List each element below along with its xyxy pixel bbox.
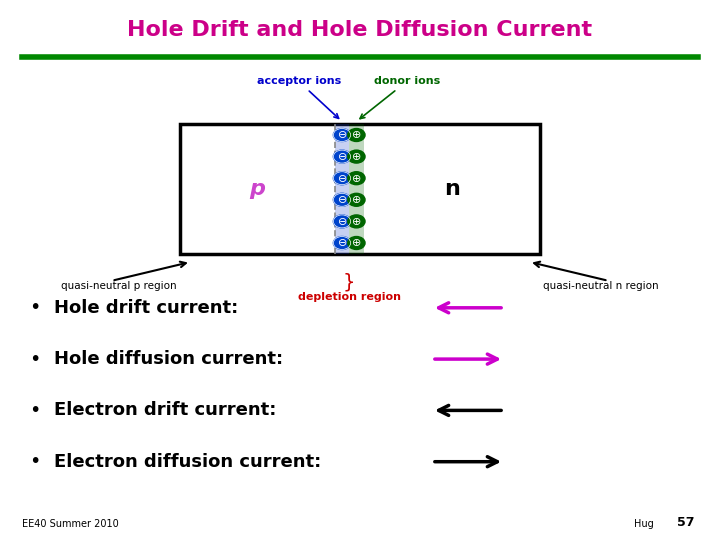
Text: Hole diffusion current:: Hole diffusion current:	[54, 350, 283, 368]
Circle shape	[333, 193, 351, 206]
Text: $\ominus$: $\ominus$	[337, 216, 347, 227]
Circle shape	[333, 215, 351, 228]
Text: acceptor ions: acceptor ions	[256, 76, 341, 118]
Circle shape	[348, 193, 365, 206]
Bar	[180, 124, 540, 254]
Text: •: •	[29, 452, 40, 471]
Circle shape	[348, 150, 365, 163]
Text: donor ions: donor ions	[360, 76, 440, 119]
Text: n: n	[444, 179, 460, 199]
Text: $\oplus$: $\oplus$	[351, 238, 361, 248]
Text: $\ominus$: $\ominus$	[337, 194, 347, 205]
Text: •: •	[29, 349, 40, 369]
Text: •: •	[29, 401, 40, 420]
Circle shape	[333, 150, 351, 163]
Text: }: }	[343, 273, 356, 292]
Circle shape	[333, 237, 351, 249]
Text: quasi-neutral n region: quasi-neutral n region	[543, 281, 659, 291]
Text: quasi-neutral p region: quasi-neutral p region	[61, 281, 177, 291]
Text: $\ominus$: $\ominus$	[337, 151, 347, 162]
Text: •: •	[29, 298, 40, 318]
Circle shape	[333, 172, 351, 185]
Text: Hug: Hug	[634, 519, 653, 529]
Text: $\oplus$: $\oplus$	[351, 173, 361, 184]
Circle shape	[348, 215, 365, 228]
Text: $\oplus$: $\oplus$	[351, 130, 361, 140]
Text: EE40 Summer 2010: EE40 Summer 2010	[22, 519, 118, 529]
Text: Electron diffusion current:: Electron diffusion current:	[54, 453, 321, 471]
Circle shape	[348, 237, 365, 249]
Text: $\oplus$: $\oplus$	[351, 151, 361, 162]
Text: $\oplus$: $\oplus$	[351, 194, 361, 205]
Text: p: p	[249, 179, 266, 199]
Text: depletion region: depletion region	[297, 292, 401, 302]
Bar	[349, 124, 364, 254]
Text: Electron drift current:: Electron drift current:	[54, 401, 276, 420]
Text: $\ominus$: $\ominus$	[337, 130, 347, 140]
Text: Hole Drift and Hole Diffusion Current: Hole Drift and Hole Diffusion Current	[127, 19, 593, 40]
Text: $\ominus$: $\ominus$	[337, 173, 347, 184]
Bar	[335, 124, 349, 254]
Circle shape	[348, 129, 365, 141]
Circle shape	[333, 129, 351, 141]
Circle shape	[348, 172, 365, 185]
Text: 57: 57	[677, 516, 694, 529]
Text: $\ominus$: $\ominus$	[337, 238, 347, 248]
Text: $\oplus$: $\oplus$	[351, 216, 361, 227]
Text: Hole drift current:: Hole drift current:	[54, 299, 238, 317]
